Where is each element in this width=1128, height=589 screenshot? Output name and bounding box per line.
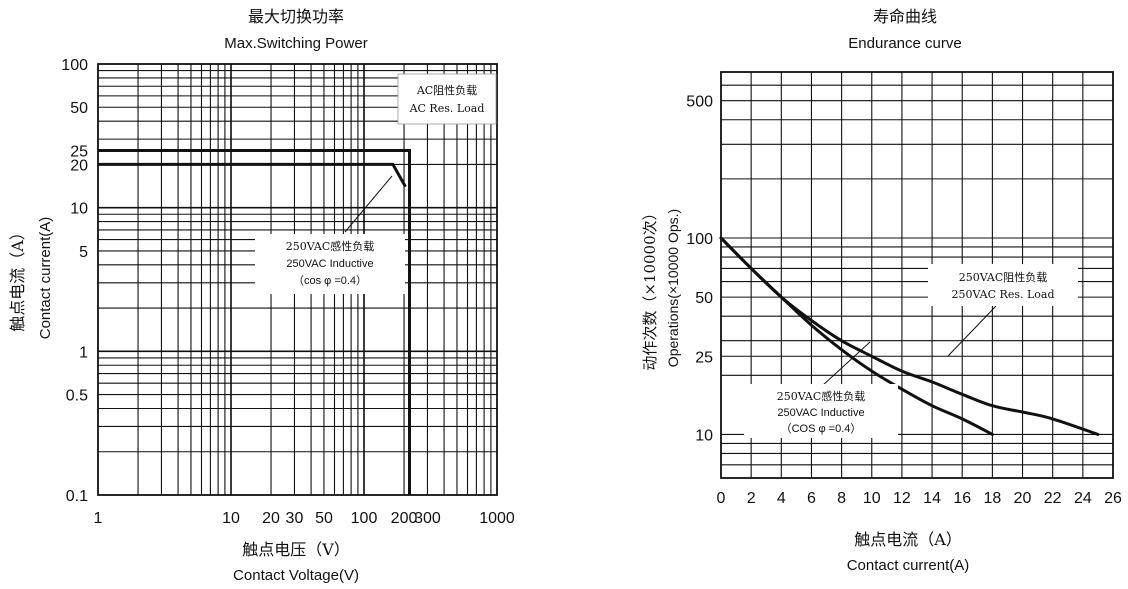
annotation-text: AC Res. Load xyxy=(409,102,485,115)
x-tick-label: 10 xyxy=(222,510,240,527)
plot-frame xyxy=(720,71,1114,479)
plot-frame xyxy=(97,63,498,496)
y-tick-label: 10 xyxy=(695,427,713,444)
annotation-box xyxy=(928,264,1078,306)
y-tick-label: 5 xyxy=(79,244,88,261)
x-tick-label: 20 xyxy=(1014,490,1032,507)
series-line-inductive xyxy=(98,162,407,188)
x-tick-label: 4 xyxy=(777,490,786,507)
chart-title-cn: 寿命曲线 xyxy=(873,7,937,26)
chart-title: Endurance curve xyxy=(848,35,961,52)
x-tick-label: 16 xyxy=(953,490,971,507)
x-tick-label: 6 xyxy=(807,490,816,507)
x-tick-label: 0 xyxy=(717,490,726,507)
series-line-ac-res-load xyxy=(98,149,411,495)
annotation-text: （cos φ =0.4） xyxy=(293,274,367,287)
annotation-text: 250VAC阻性负载 xyxy=(959,270,1048,284)
annotation-box xyxy=(255,234,405,294)
chart-endurance-curve: 250VAC阻性负载 250VAC Res. Load 250VAC感性负载 250V… xyxy=(641,7,1122,574)
y-axis-title: Contact current(A) xyxy=(37,217,54,340)
x-tick-label: 200 xyxy=(391,510,418,527)
y-tick-label: 20 xyxy=(70,157,88,174)
annotation-leader xyxy=(344,175,393,233)
x-axis-title: Contact current(A) xyxy=(847,557,970,574)
y-axis-title-cn: 动作次数（×10000次） xyxy=(641,205,659,370)
y-tick-label: 0.5 xyxy=(66,388,88,405)
x-tick-label: 18 xyxy=(983,490,1001,507)
x-tick-label: 8 xyxy=(837,490,846,507)
x-tick-label: 50 xyxy=(315,510,333,527)
x-tick-label: 14 xyxy=(923,490,941,507)
x-tick-label: 1 xyxy=(94,510,103,527)
y-tick-label: 25 xyxy=(695,349,713,366)
x-tick-label: 24 xyxy=(1074,490,1092,507)
y-tick-label: 1 xyxy=(79,344,88,361)
y-tick-label: 25 xyxy=(70,143,88,160)
chart-title-cn: 最大切换功率 xyxy=(248,7,344,26)
x-tick-label: 2 xyxy=(747,490,756,507)
annotation-text: AC阻性负载 xyxy=(416,83,477,97)
y-axis-title: Operations(×10000 Ops.) xyxy=(665,209,681,367)
annotation-box xyxy=(744,384,898,438)
y-tick-label: 10 xyxy=(70,201,88,218)
y-tick-label: 100 xyxy=(61,57,88,74)
y-tick-label: 50 xyxy=(70,100,88,117)
y-tick-label: 0.1 xyxy=(66,488,88,505)
x-tick-label: 1000 xyxy=(479,510,515,527)
annotation-box xyxy=(397,73,497,125)
annotation-leader xyxy=(821,341,871,387)
chart-max-switching-power: AC阻性负载 AC Res. Load 250VAC感性负载 250VAC Induc… xyxy=(8,7,515,584)
x-tick-label: 22 xyxy=(1044,490,1062,507)
x-tick-label: 10 xyxy=(863,490,881,507)
x-axis-title-cn: 触点电流（A） xyxy=(854,530,962,549)
x-tick-label: 300 xyxy=(414,510,441,527)
annotation-text: 250VAC Res. Load xyxy=(951,288,1054,301)
y-tick-label: 500 xyxy=(686,94,713,111)
x-axis-title-cn: 触点电压（V） xyxy=(242,540,350,559)
x-tick-label: 30 xyxy=(286,510,304,527)
y-tick-label: 50 xyxy=(695,290,713,307)
annotation-text: （COS φ =0.4） xyxy=(781,422,862,435)
y-tick-label: 100 xyxy=(686,231,713,248)
annotation-text: 250VAC Inductive xyxy=(286,258,373,270)
series-line-inductive xyxy=(719,236,994,436)
y-axis-title-cn: 触点电流（A） xyxy=(8,224,27,332)
x-axis-title: Contact Voltage(V) xyxy=(233,567,359,584)
annotation-text: 250VAC Inductive xyxy=(777,407,864,419)
x-tick-label: 12 xyxy=(893,490,911,507)
chart-title: Max.Switching Power xyxy=(224,35,367,52)
annotation-leader xyxy=(947,305,997,357)
x-tick-label: 20 xyxy=(262,510,280,527)
annotation-text: 250VAC感性负载 xyxy=(777,389,866,403)
x-tick-label: 100 xyxy=(351,510,378,527)
x-tick-label: 26 xyxy=(1104,490,1122,507)
annotation-text: 250VAC感性负载 xyxy=(286,239,375,253)
